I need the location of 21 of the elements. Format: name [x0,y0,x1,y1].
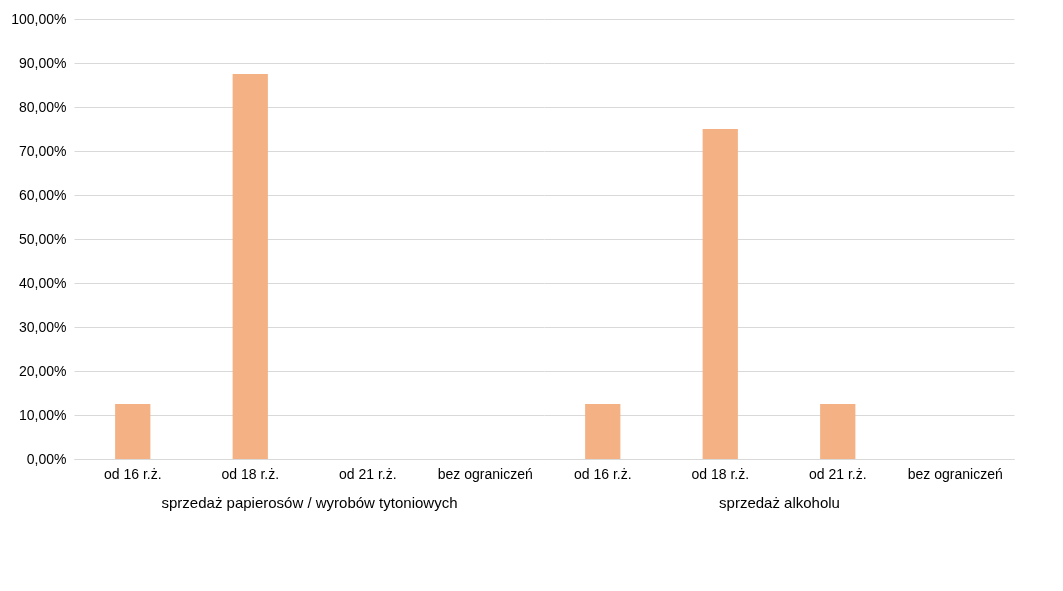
y-tick-label: 40,00% [19,274,67,291]
x-tick-label: bez ograniczeń [907,465,1003,482]
x-axis-title: sprzedaż alkoholu [719,493,840,511]
x-tick-label: od 21 r.ż. [808,465,867,482]
x-tick-label: od 18 r.ż. [691,465,750,482]
y-tick-label: 90,00% [19,54,67,71]
y-tick-label: 70,00% [19,142,67,159]
x-axis-title: sprzedaż papierosów / wyrobów tytoniowych [161,493,458,511]
y-tick-label: 60,00% [19,186,67,203]
y-tick-label: 10,00% [19,406,67,423]
y-tick-label: 20,00% [19,362,67,379]
y-tick-label: 80,00% [19,98,67,115]
x-tick-label: od 21 r.ż. [338,465,397,482]
x-tick-label: bez ograniczeń [437,465,533,482]
x-tick-label: od 16 r.ż. [103,465,162,482]
y-tick-label: 100,00% [11,10,67,27]
y-tick-label: 0,00% [26,450,67,467]
y-tick-label: 50,00% [19,230,67,247]
x-tick-label: od 18 r.ż. [221,465,280,482]
y-tick-label: 30,00% [19,318,67,335]
x-tick-label: od 16 r.ż. [573,465,632,482]
